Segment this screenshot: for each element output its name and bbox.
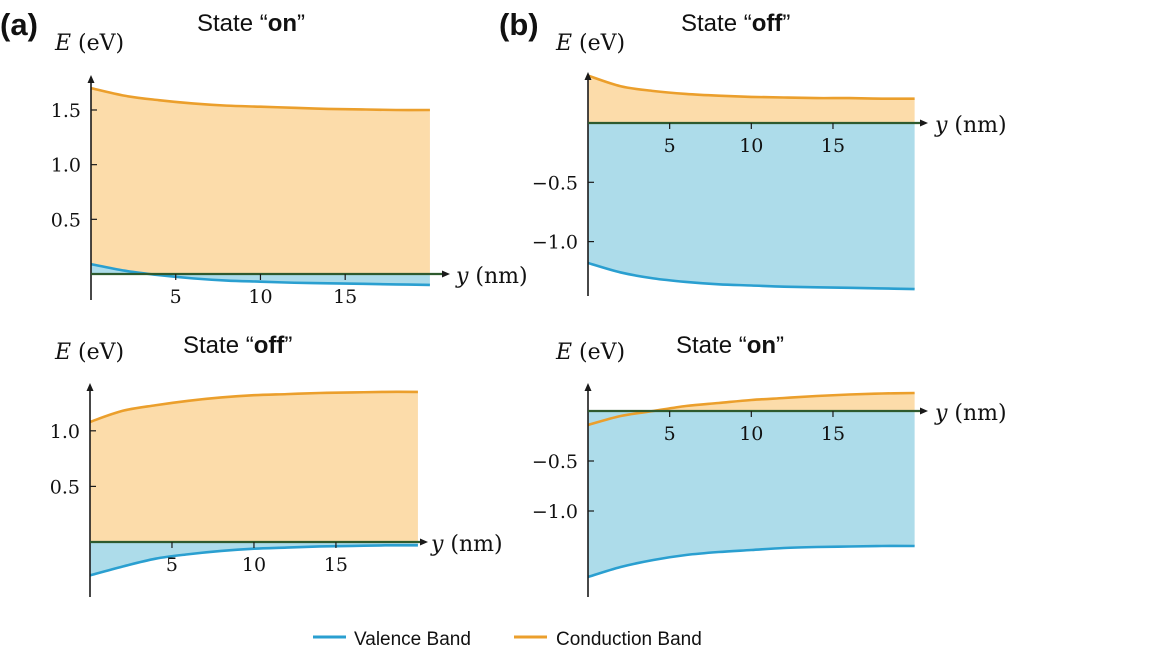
- y-tick-label: 1.0: [50, 421, 80, 443]
- y-axis-arrow: [584, 383, 592, 391]
- x-tick-label: 5: [664, 423, 676, 445]
- x-tick-label: 5: [170, 286, 182, 308]
- subplot-top-left: 5 10 15 0.5 1.0 1.5 E (eV) y (nm) State “on”: [51, 10, 528, 308]
- y-tick-label: −0.5: [532, 451, 578, 473]
- y-tick-label: 1.5: [51, 100, 81, 122]
- conduction-band-line: [89, 390, 418, 424]
- x-axis-label: y (nm): [455, 264, 528, 289]
- x-axis-label: y (nm): [934, 113, 1007, 138]
- x-tick-label: 15: [821, 135, 845, 157]
- x-tick-label: 10: [242, 554, 266, 576]
- y-tick-label: 1.0: [51, 155, 81, 177]
- conduction-band-line: [90, 86, 430, 112]
- subplot-title: State “on”: [197, 10, 305, 37]
- conduction-band-line: [587, 391, 915, 427]
- valence-band-line: [587, 261, 915, 291]
- y-tick-label: −0.5: [532, 172, 578, 194]
- y-tick-label: 0.5: [51, 209, 81, 231]
- subplot-top-right: 5 10 15 −0.5 −1.0 E (eV) y (nm) State “off”: [532, 10, 1007, 296]
- y-tick-label: −1.0: [532, 232, 578, 254]
- y-axis-label: E (eV): [555, 340, 625, 365]
- y-axis-label: E (eV): [54, 340, 124, 365]
- y-axis-arrow: [86, 383, 94, 391]
- valence-band-line: [89, 543, 418, 577]
- x-axis-label: y (nm): [430, 532, 503, 557]
- subplot-title: State “on”: [676, 332, 784, 359]
- x-tick-label: 10: [739, 423, 763, 445]
- panels: 5 10 15 0.5 1.0 1.5 E (eV) y (nm) State “on” (a) 5…: [0, 7, 1007, 597]
- x-tick-label: 15: [333, 286, 357, 308]
- conduction-band-fill: [588, 75, 915, 123]
- panel-label: (a): [0, 7, 38, 42]
- x-tick-label: 15: [324, 554, 348, 576]
- conduction-band-fill: [90, 391, 418, 542]
- x-tick-label: 15: [821, 423, 845, 445]
- subplot-title: State “off”: [183, 332, 292, 359]
- legend: Valence Band Conduction Band: [313, 629, 702, 648]
- y-tick-label: −1.0: [532, 501, 578, 523]
- subplot-bottom-right: 5 10 15 −0.5 −1.0 E (eV) y (nm) State “on”: [532, 332, 1007, 597]
- conduction-band-fill: [588, 393, 915, 425]
- subplot-title: State “off”: [681, 10, 790, 37]
- valence-band-fill: [588, 123, 915, 290]
- conduction-band-fill: [91, 88, 430, 275]
- x-tick-label: 10: [248, 286, 272, 308]
- panel-label: (b): [499, 7, 539, 42]
- y-axis-label: E (eV): [555, 31, 625, 56]
- x-tick-label: 10: [739, 135, 763, 157]
- y-tick-label: 0.5: [50, 476, 80, 498]
- conduction-band-line: [587, 74, 915, 101]
- valence-band-fill: [588, 411, 915, 577]
- x-axis-arrow: [442, 270, 450, 278]
- y-axis-arrow: [584, 72, 592, 80]
- y-axis-arrow: [87, 75, 95, 83]
- legend-label: Conduction Band: [556, 629, 702, 648]
- x-tick-label: 5: [664, 135, 676, 157]
- x-axis-arrow: [920, 119, 928, 127]
- y-axis-label: E (eV): [54, 31, 124, 56]
- valence-band-fill: [90, 542, 418, 576]
- valence-band-line: [587, 544, 915, 579]
- legend-label: Valence Band: [354, 629, 471, 648]
- x-axis-label: y (nm): [934, 401, 1007, 426]
- x-axis-arrow: [920, 407, 928, 415]
- subplot-bottom-left: 5 10 15 0.5 1.0 E (eV) y (nm) State “off”: [50, 332, 503, 597]
- x-axis-arrow: [420, 538, 428, 546]
- x-tick-label: 5: [166, 554, 178, 576]
